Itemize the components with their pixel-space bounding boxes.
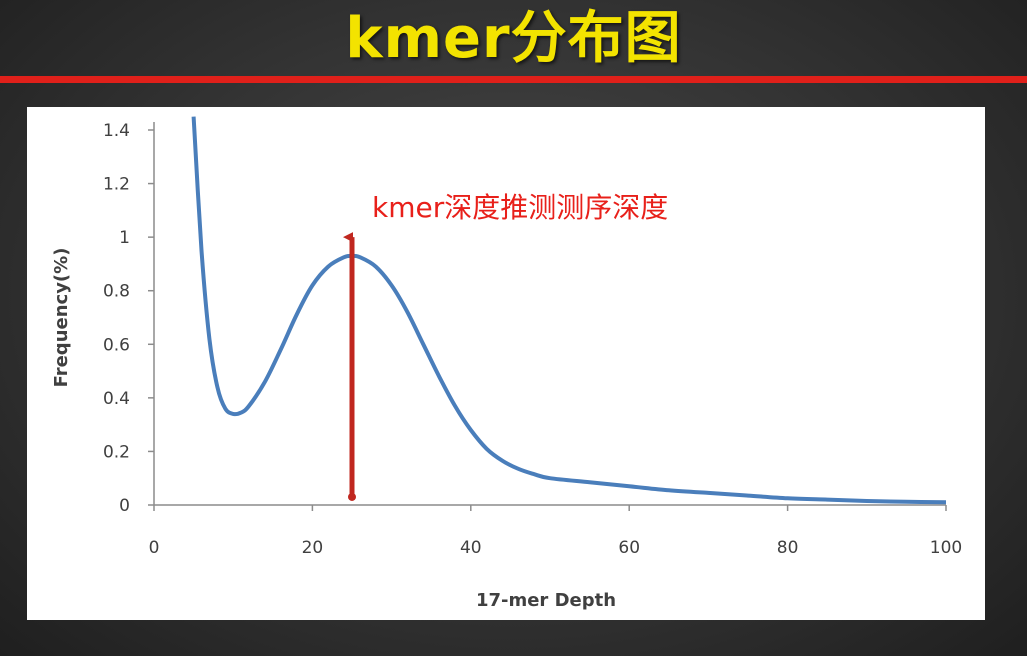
x-tick-label: 60: [618, 538, 640, 558]
kmer-depth-chart: 0 0.2 0.4 0.6 0.8 1 1.2 1.4 0 20 40 60 80 100 17-mer…: [51, 116, 962, 611]
y-tick-label: 1.4: [103, 121, 130, 141]
y-axis-ticks: 0 0.2 0.4 0.6 0.8 1 1.2 1.4: [103, 121, 154, 516]
frequency-curve: [191, 116, 947, 505]
y-tick-label: 0.8: [103, 282, 130, 302]
chart-panel: 0 0.2 0.4 0.6 0.8 1 1.2 1.4 0 20 40 60 80 100 17-mer…: [27, 107, 985, 620]
slide-title: kmer分布图: [345, 6, 682, 71]
depth-arrow-base: [348, 492, 356, 501]
depth-annotation: kmer深度推测测序深度: [372, 191, 668, 224]
title-divider: [0, 76, 1027, 83]
y-tick-label: 0.4: [103, 389, 130, 409]
y-tick-label: 0.2: [103, 442, 130, 462]
x-tick-label: 80: [777, 538, 799, 558]
x-tick-label: 40: [460, 538, 482, 558]
y-tick-label: 0: [119, 496, 130, 516]
x-tick-label: 100: [930, 538, 962, 558]
series-layer: [191, 116, 947, 505]
y-axis-title: Frequency(%): [51, 248, 72, 388]
x-axis-title: 17-mer Depth: [476, 590, 616, 611]
y-tick-label: 0.6: [103, 335, 130, 355]
y-tick-label: 1.2: [103, 175, 130, 195]
x-tick-label: 0: [149, 538, 160, 558]
y-tick-label: 1: [119, 228, 130, 248]
x-tick-label: 20: [302, 538, 324, 558]
chart-axes: 0 0.2 0.4 0.6 0.8 1 1.2 1.4 0 20 40 60 80 100: [103, 121, 962, 558]
x-axis-ticks: 0 20 40 60 80 100: [149, 505, 962, 558]
